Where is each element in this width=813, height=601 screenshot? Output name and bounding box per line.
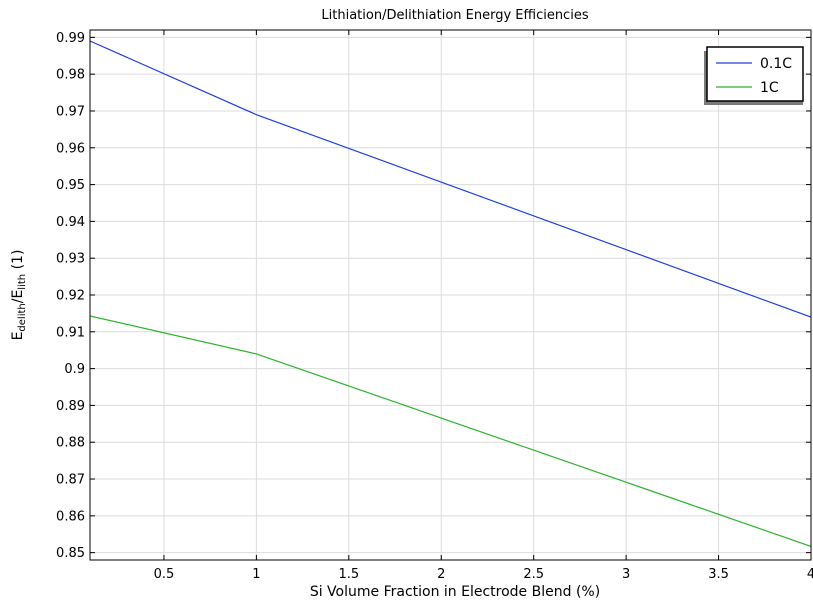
y-tick-label: 0.92 <box>56 289 85 304</box>
y-tick-label: 0.97 <box>56 104 85 119</box>
y-tick-label: 0.94 <box>56 215 85 230</box>
y-tick-label: 0.93 <box>56 252 85 267</box>
series-line-0.1C <box>89 40 812 318</box>
y-tick-label: 0.91 <box>56 325 85 340</box>
series-line-1C <box>89 315 812 547</box>
legend-label: 1C <box>760 80 779 96</box>
x-tick-label: 3 <box>622 567 630 582</box>
x-axis-label: Si Volume Fraction in Electrode Blend (%… <box>310 584 600 600</box>
x-tick-label: 2 <box>437 567 445 582</box>
y-axis: 0.85 0.86 0.87 0.88 0.89 0.9 0.91 0.92 0.93 0.94 0… <box>56 31 811 561</box>
x-tick-label: 3.5 <box>708 567 729 582</box>
x-tick-label: 0.5 <box>154 567 175 582</box>
x-axis: 0.5 1 1.5 2 2.5 3 3.5 4 <box>154 30 813 582</box>
chart-title: Lithiation/Delithiation Energy Efficienc… <box>321 8 588 23</box>
legend-label: 0.1C <box>760 56 792 72</box>
y-tick-label: 0.95 <box>56 178 85 193</box>
svg-text:Edelith/Elith (1): Edelith/Elith (1) <box>10 250 28 341</box>
x-tick-label: 4 <box>807 567 813 582</box>
y-tick-label: 0.98 <box>56 68 85 83</box>
y-tick-label: 0.9 <box>64 362 85 377</box>
y-tick-label: 0.86 <box>56 509 85 524</box>
y-tick-label: 0.99 <box>56 31 85 46</box>
grid <box>90 30 812 560</box>
y-tick-label: 0.87 <box>56 473 85 488</box>
y-tick-label: 0.88 <box>56 436 85 451</box>
x-tick-label: 2.5 <box>523 567 544 582</box>
y-tick-label: 0.85 <box>56 546 85 561</box>
legend: 0.1C 1C <box>704 46 804 105</box>
y-axis-label: Edelith/Elith (1) <box>10 250 28 341</box>
x-tick-label: 1.5 <box>338 567 359 582</box>
y-tick-label: 0.89 <box>56 399 85 414</box>
x-tick-label: 1 <box>252 567 260 582</box>
y-tick-label: 0.96 <box>56 141 85 156</box>
series-lines <box>89 40 812 547</box>
